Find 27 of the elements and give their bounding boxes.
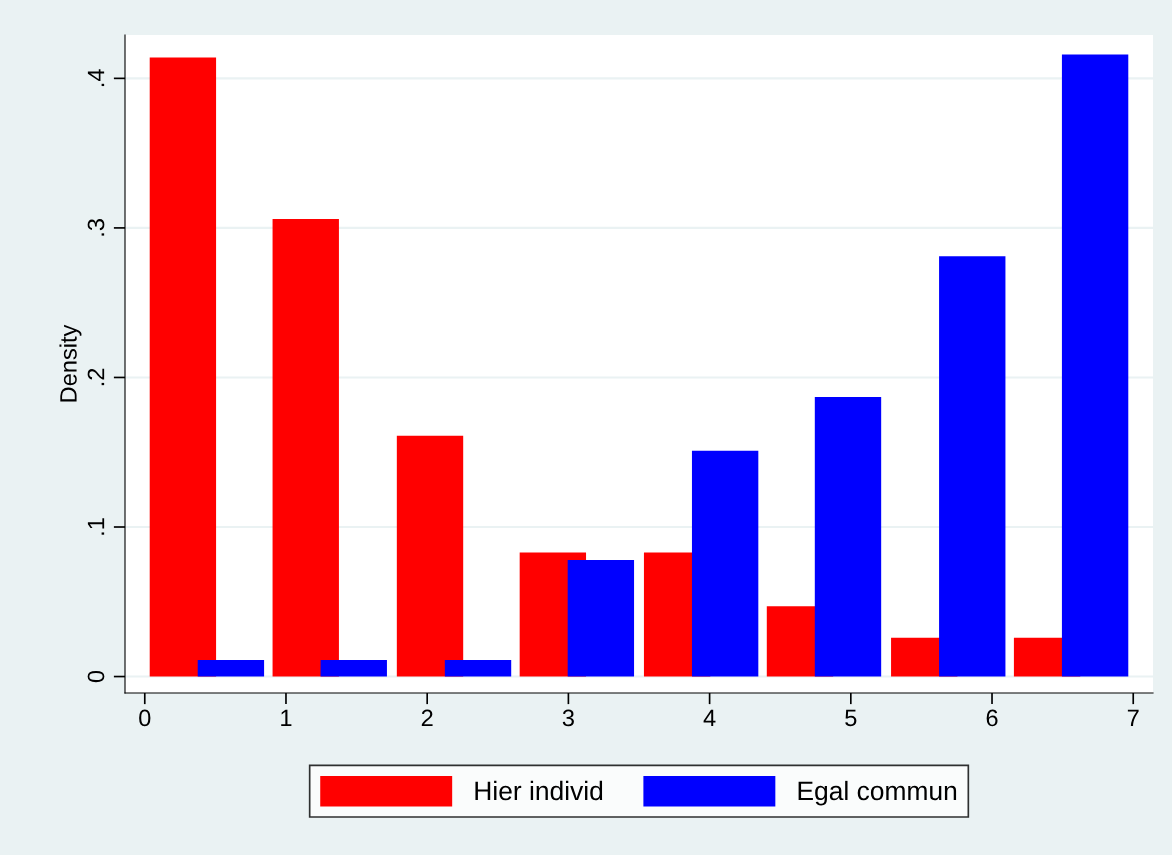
- y-tick-label: .2: [87, 368, 105, 386]
- bar: [1061, 54, 1129, 677]
- bar: [396, 435, 464, 677]
- y-tick-label: .4: [87, 69, 105, 87]
- x-tick-label: 7: [1127, 709, 1139, 727]
- x-tick-label: 6: [986, 709, 998, 727]
- bar: [149, 57, 217, 677]
- legend-label: Egal commun: [798, 780, 957, 806]
- x-tick-label: 1: [281, 709, 292, 727]
- bar: [691, 450, 759, 677]
- y-tick-label: .1: [87, 518, 105, 535]
- bar: [197, 660, 265, 677]
- x-tick-label: 3: [562, 709, 574, 727]
- bar: [814, 396, 882, 677]
- bar: [272, 218, 339, 677]
- x-tick-label: 2: [421, 709, 433, 727]
- y-axis-title: Density: [59, 324, 82, 402]
- bar: [939, 256, 1006, 677]
- bar: [444, 660, 512, 677]
- y-tick-label: 0: [87, 670, 105, 683]
- bar: [320, 660, 387, 677]
- x-tick-label: 5: [845, 709, 857, 727]
- x-tick-label: 4: [703, 709, 716, 727]
- y-tick-label: .3: [87, 219, 105, 236]
- x-tick-label: 0: [139, 709, 151, 727]
- bar: [567, 559, 635, 677]
- legend-label: Hier individ: [475, 780, 603, 801]
